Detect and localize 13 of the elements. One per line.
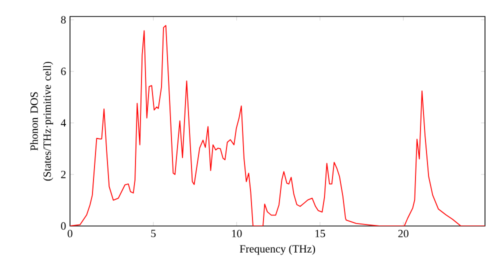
y-tick-label: 6 — [61, 68, 66, 76]
x-tick-label: 0 — [68, 230, 72, 238]
line-series — [70, 25, 485, 226]
x-tick-label: 5 — [151, 230, 156, 238]
x-tick-label: 15 — [315, 230, 326, 238]
x-tick-label: 10 — [232, 230, 242, 238]
y-tick-label: 8 — [61, 16, 66, 24]
x-axis-title: Frequency (THz) — [240, 244, 316, 255]
y-tick-label: 4 — [60, 119, 66, 127]
y-tick-label: 2 — [61, 170, 66, 178]
x-tick-label: 20 — [398, 230, 408, 238]
y-tick-label: 0 — [61, 222, 66, 230]
y-axis-title: Phonon DOS (States/THz·primitive cell) — [30, 62, 54, 181]
